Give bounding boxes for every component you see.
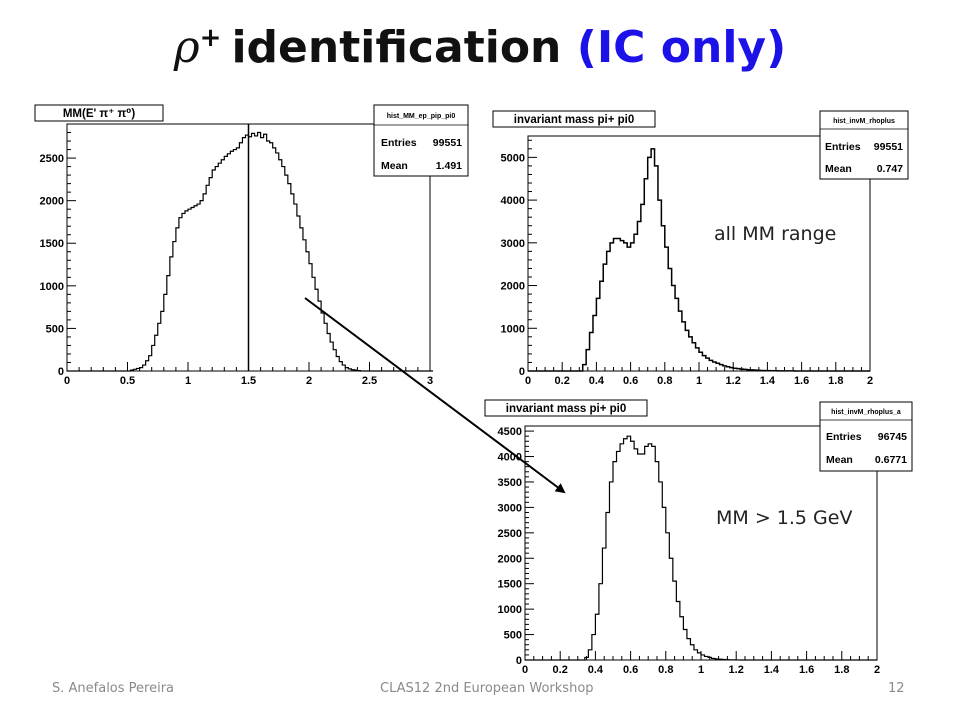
stats-entries-label: Entries: [381, 137, 417, 149]
annotation-all-range: all MM range: [714, 223, 836, 245]
y-tick-label: 3000: [501, 238, 525, 250]
plot-title: invariant mass pi+ pi0: [514, 114, 634, 126]
y-tick-label: 3500: [498, 477, 522, 489]
x-tick-label: 2: [867, 375, 873, 387]
axes: 0 0.2 0.4 0.6 0.8 1 1.2 1.4 1.6 1.8 2 0 500 1000 1500 2…: [498, 425, 880, 676]
stats-mean-label: Mean: [825, 163, 852, 175]
stats-mean-label: Mean: [381, 160, 408, 172]
x-tick-label: 0: [525, 375, 531, 387]
x-tick-label: 1.4: [760, 375, 776, 387]
x-tick-label: 1: [185, 375, 191, 387]
y-tick-label: 3000: [498, 502, 522, 514]
y-tick-label: 2500: [498, 528, 522, 540]
footer-event: CLAS12 2nd European Workshop: [380, 681, 594, 696]
slide-title: ρ+ identification (IC only): [0, 22, 960, 73]
x-tick-label: 0.6: [623, 375, 638, 387]
stats-mean-label: Mean: [826, 454, 853, 466]
title-rho-symbol: ρ: [173, 22, 200, 73]
annotation-cut-range: MM > 1.5 GeV: [716, 507, 852, 529]
y-tick-label: 0: [519, 366, 525, 378]
footer-page-number: 12: [888, 681, 905, 696]
x-tick-label: 0: [522, 664, 528, 676]
y-tick-label: 500: [504, 630, 522, 642]
x-tick-label: 2.5: [362, 375, 377, 387]
x-tick-label: 0.8: [657, 375, 672, 387]
histogram-line: [528, 148, 870, 372]
x-tick-label: 0.2: [553, 664, 568, 676]
title-highlight: (IC only): [576, 22, 787, 73]
x-tick-label: 0.2: [555, 375, 570, 387]
plot-title-box: MM(E' π⁺ π⁰): [34, 104, 164, 122]
title-superscript: +: [199, 23, 222, 54]
stats-entries-value: 99551: [874, 141, 903, 153]
title-text: identification: [231, 22, 562, 73]
y-tick-label: 1500: [40, 238, 64, 250]
stats-entries-value: 99551: [433, 137, 462, 149]
x-tick-label: 2: [306, 375, 312, 387]
y-tick-label: 4500: [498, 426, 522, 438]
x-tick-label: 1.4: [764, 664, 780, 676]
x-tick-label: 1.8: [834, 664, 849, 676]
footer-author: S. Anefalos Pereira: [52, 681, 175, 696]
x-tick-label: 1.6: [799, 664, 814, 676]
y-tick-label: 4000: [501, 195, 525, 207]
x-tick-label: 3: [427, 375, 433, 387]
axes: 0 0.2 0.4 0.6 0.8 1 1.2 1.4 1.6 1.8 2 0 1000 2000 3000…: [501, 139, 873, 387]
plot-title-box: invariant mass pi+ pi0: [492, 110, 656, 128]
histogram-invariant-mass-cut: 0 0.2 0.4 0.6 0.8 1 1.2 1.4 1.6 1.8 2 0 500 1000 1500 2…: [484, 399, 913, 676]
stats-mean-value: 0.747: [877, 163, 903, 175]
plot-title: invariant mass pi+ pi0: [506, 403, 626, 415]
x-tick-label: 1: [696, 375, 702, 387]
axes: 0 0.5 1 1.5 2 2.5 3 0 500 1000 1500 2000 2500: [40, 123, 433, 387]
y-tick-label: 1000: [40, 281, 64, 293]
y-tick-label: 1000: [498, 604, 522, 616]
y-tick-label: 4000: [498, 452, 522, 464]
y-tick-label: 2000: [40, 196, 64, 208]
stats-entries-label: Entries: [825, 141, 861, 153]
histogram-invariant-mass-all: 0 0.2 0.4 0.6 0.8 1 1.2 1.4 1.6 1.8 2 0 1000 2000 3000…: [492, 110, 909, 387]
x-tick-label: 0.4: [588, 664, 604, 676]
y-tick-label: 1500: [498, 579, 522, 591]
y-tick-label: 5000: [501, 152, 525, 164]
stats-mean-value: 1.491: [436, 160, 462, 172]
x-tick-label: 2: [874, 664, 880, 676]
plot-frame: [527, 135, 871, 372]
x-tick-label: 0.4: [589, 375, 605, 387]
stats-box: hist_MM_ep_pip_pi0 Entries 99551 Mean 1.…: [373, 104, 469, 177]
stats-entries-label: Entries: [826, 431, 862, 443]
y-tick-label: 1000: [501, 323, 525, 335]
plot-title: MM(E' π⁺ π⁰): [63, 108, 136, 120]
x-tick-label: 1.6: [794, 375, 809, 387]
stats-mean-value: 0.6771: [875, 454, 907, 466]
stats-name: hist_invM_rhoplus_a: [831, 409, 901, 416]
y-tick-label: 0: [58, 366, 64, 378]
selection-arrow: [304, 297, 566, 494]
x-tick-label: 0.6: [623, 664, 638, 676]
x-tick-label: 1.5: [241, 375, 256, 387]
stats-box: hist_invM_rhoplus_a Entries 96745 Mean 0…: [819, 401, 913, 472]
stats-entries-value: 96745: [878, 431, 907, 443]
y-tick-label: 2000: [501, 281, 525, 293]
x-tick-label: 1: [698, 664, 704, 676]
y-tick-label: 500: [46, 323, 64, 335]
x-tick-label: 0.5: [120, 375, 135, 387]
stats-box: hist_invM_rhoplus Entries 99551 Mean 0.7…: [819, 110, 909, 180]
plot-title-box: invariant mass pi+ pi0: [484, 399, 648, 417]
x-tick-label: 1.2: [726, 375, 741, 387]
x-tick-label: 1.8: [828, 375, 843, 387]
y-tick-label: 2000: [498, 553, 522, 565]
histogram-mm: 0 0.5 1 1.5 2 2.5 3 0 500 1000 1500 2000 2500 MM(E' …: [34, 104, 469, 387]
y-tick-label: 2500: [40, 153, 64, 165]
stats-name: hist_invM_rhoplus: [833, 118, 895, 125]
x-tick-label: 0.8: [658, 664, 673, 676]
x-tick-label: 1.2: [729, 664, 744, 676]
y-tick-label: 0: [516, 655, 522, 667]
x-tick-label: 0: [64, 375, 70, 387]
stats-name: hist_MM_ep_pip_pi0: [387, 113, 456, 120]
histogram-line: [525, 435, 877, 661]
